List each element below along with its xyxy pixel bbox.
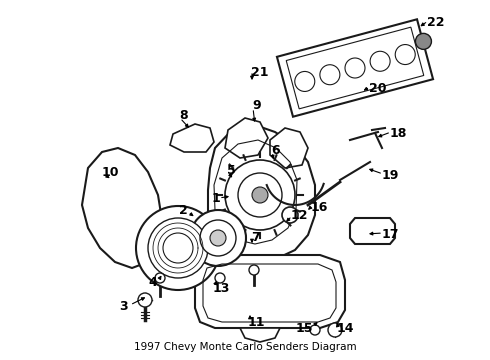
Text: 13: 13	[213, 282, 230, 294]
Text: 22: 22	[427, 15, 444, 28]
Circle shape	[136, 206, 220, 290]
Text: 18: 18	[390, 126, 407, 140]
Text: 21: 21	[251, 66, 269, 78]
Polygon shape	[82, 148, 162, 268]
Text: 19: 19	[382, 168, 399, 181]
Text: 5: 5	[227, 163, 236, 176]
Text: 3: 3	[120, 301, 128, 314]
Circle shape	[395, 45, 415, 64]
Circle shape	[163, 233, 193, 263]
Circle shape	[190, 210, 246, 266]
Circle shape	[310, 325, 320, 335]
Text: 9: 9	[252, 99, 261, 112]
Circle shape	[249, 265, 259, 275]
Circle shape	[252, 187, 268, 203]
Polygon shape	[170, 124, 214, 152]
Text: 1997 Chevy Monte Carlo Senders Diagram: 1997 Chevy Monte Carlo Senders Diagram	[134, 342, 356, 352]
Polygon shape	[350, 218, 395, 244]
Text: 11: 11	[248, 315, 266, 328]
Circle shape	[345, 58, 365, 78]
Polygon shape	[240, 328, 280, 342]
Circle shape	[320, 65, 340, 85]
Text: 2: 2	[179, 203, 188, 216]
Polygon shape	[225, 118, 268, 158]
Text: 17: 17	[382, 228, 399, 240]
Polygon shape	[270, 128, 308, 168]
Text: 15: 15	[295, 321, 313, 334]
Polygon shape	[208, 125, 315, 262]
Text: 7: 7	[251, 230, 260, 243]
Text: 10: 10	[102, 166, 120, 179]
Text: 12: 12	[291, 208, 309, 221]
Text: 20: 20	[369, 81, 387, 95]
Circle shape	[200, 220, 236, 256]
Text: 14: 14	[337, 321, 354, 334]
Circle shape	[416, 33, 431, 49]
Text: 6: 6	[271, 144, 280, 157]
Circle shape	[155, 273, 165, 283]
Circle shape	[210, 230, 226, 246]
Circle shape	[328, 323, 342, 337]
Circle shape	[138, 293, 152, 307]
Polygon shape	[195, 255, 345, 328]
Text: 8: 8	[179, 108, 188, 122]
Circle shape	[225, 160, 295, 230]
Circle shape	[148, 218, 208, 278]
Text: 4: 4	[148, 276, 157, 289]
Text: 1: 1	[211, 192, 220, 204]
Text: 16: 16	[311, 201, 328, 213]
Circle shape	[238, 173, 282, 217]
Polygon shape	[277, 19, 433, 117]
Circle shape	[282, 207, 298, 223]
Circle shape	[215, 273, 225, 283]
Circle shape	[295, 71, 315, 91]
Circle shape	[370, 51, 390, 71]
